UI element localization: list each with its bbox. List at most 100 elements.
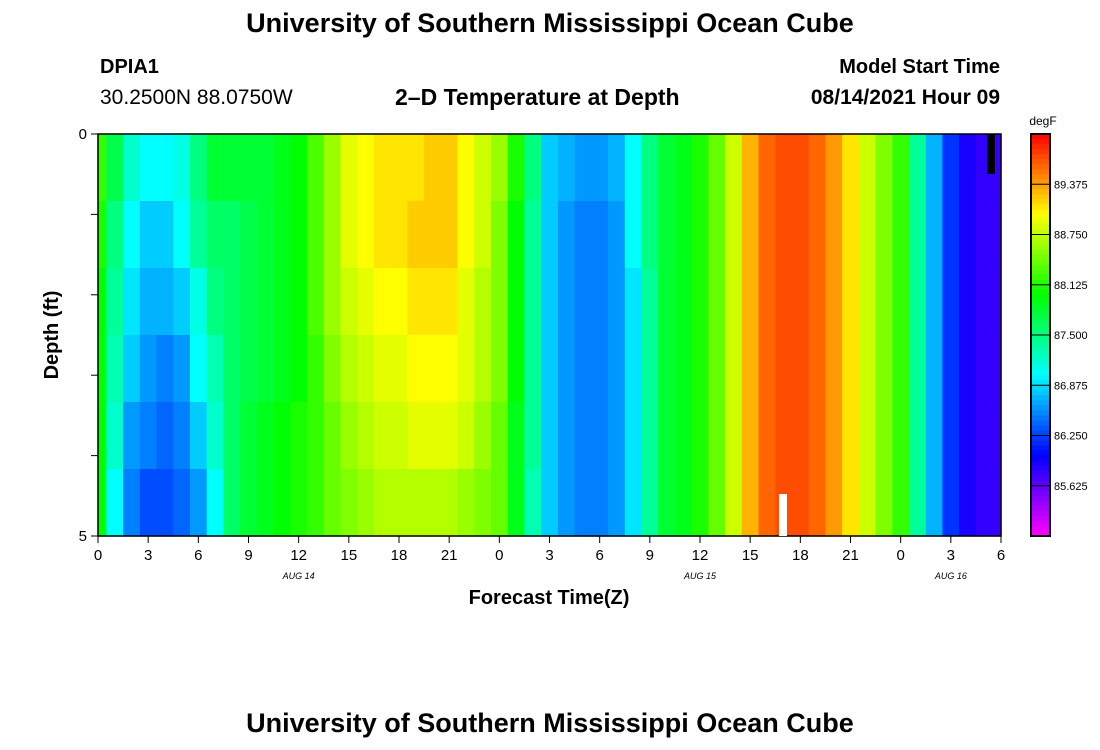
heat-cell	[524, 402, 542, 470]
heat-cell	[139, 201, 158, 269]
colorbar-segment	[1031, 350, 1050, 356]
heat-cell	[608, 201, 626, 269]
heat-cell	[875, 335, 893, 403]
heat-cell	[892, 335, 910, 403]
colorbar-segment	[1031, 385, 1050, 391]
heat-cell	[123, 469, 141, 537]
heat-cell	[340, 402, 358, 470]
x-axis: 0 3 6 9 12 15 18 21 0 3 6 9 12 15 18 21 0 3 6	[94, 536, 1005, 564]
x-tick-label: 9	[244, 547, 252, 564]
heat-cell	[490, 402, 509, 470]
page-title: University of Southern Mississippi Ocean…	[246, 8, 854, 38]
heat-cell	[240, 469, 258, 537]
heat-cell	[357, 201, 375, 269]
heat-cell	[608, 469, 626, 537]
heat-cell	[240, 268, 258, 336]
heat-cell	[691, 201, 709, 269]
heat-cell	[725, 402, 743, 470]
heat-cell	[959, 469, 977, 537]
heat-cell	[909, 268, 927, 336]
colorbar-segment	[1031, 189, 1050, 195]
colorbar-segment	[1031, 169, 1050, 175]
heat-cell	[98, 268, 107, 336]
heat-cell	[574, 201, 592, 269]
model-start-value: 08/14/2021 Hour 09	[810, 86, 1000, 109]
heat-cell	[975, 469, 994, 537]
heat-cell	[223, 201, 241, 269]
heat-cell	[791, 201, 810, 269]
heat-cell	[725, 201, 743, 269]
heat-cell	[98, 134, 107, 202]
heat-cell	[541, 469, 559, 537]
colorbar-segment	[1031, 500, 1050, 507]
heat-cell	[256, 201, 275, 269]
heat-cell	[591, 469, 609, 537]
colorbar-segment	[1031, 204, 1050, 210]
heat-cell	[98, 469, 107, 537]
heat-cell	[825, 402, 843, 470]
heat-cell	[524, 335, 542, 403]
colorbar-segment	[1031, 244, 1050, 251]
colorbar-segment	[1031, 144, 1050, 150]
heat-cell	[975, 201, 994, 269]
heat-cell	[123, 402, 141, 470]
heat-cell	[691, 268, 709, 336]
heat-cell	[223, 134, 241, 202]
heat-cell	[156, 134, 174, 202]
heat-cell	[574, 268, 592, 336]
heat-cell	[925, 201, 944, 269]
heat-cell	[223, 335, 241, 403]
heat-cell	[490, 469, 509, 537]
heat-cell	[307, 201, 325, 269]
colorbar-segment	[1031, 199, 1050, 205]
heat-cell	[440, 335, 459, 403]
heat-cell	[173, 335, 191, 403]
colorbar-segment	[1031, 480, 1050, 487]
colorbar-segment	[1031, 370, 1050, 376]
heat-cell	[708, 469, 726, 537]
heat-cell	[992, 469, 1002, 537]
heat-cell	[942, 268, 960, 336]
colorbar-segment	[1031, 410, 1050, 417]
heat-cell	[407, 335, 425, 403]
colorbar-segment	[1031, 445, 1050, 452]
heat-cell	[975, 268, 994, 336]
heat-cell	[658, 134, 676, 202]
heat-cell	[858, 201, 877, 269]
heat-cell	[474, 335, 492, 403]
x-tick-label: 3	[545, 547, 553, 564]
heat-cell	[323, 469, 342, 537]
heat-cell	[758, 402, 776, 470]
heat-cell	[474, 402, 492, 470]
colorbar-tick-label: 86.250	[1054, 431, 1088, 443]
colorbar-segment	[1031, 319, 1050, 326]
heat-cell	[608, 268, 626, 336]
heat-cell	[290, 268, 308, 336]
colorbar-segment	[1031, 365, 1050, 371]
heat-cell	[758, 201, 776, 269]
heat-cell	[98, 402, 107, 470]
heat-cell	[173, 201, 191, 269]
colorbar-segment	[1031, 159, 1050, 165]
heat-cell	[139, 335, 158, 403]
x-tick-label: 15	[742, 547, 759, 564]
colorbar-segment	[1031, 154, 1050, 160]
heat-cell	[641, 268, 659, 336]
heat-cell	[992, 335, 1002, 403]
heat-cell	[708, 134, 726, 202]
station-coordinates: 30.2500N 88.0750W	[100, 86, 293, 109]
colorbar-segment	[1031, 259, 1050, 266]
colorbar-segment	[1031, 134, 1050, 140]
heat-cell	[357, 469, 375, 537]
heat-cell	[858, 469, 877, 537]
colorbar-segment	[1031, 340, 1050, 346]
heat-cell	[357, 402, 375, 470]
heat-cell	[206, 469, 225, 537]
heat-cell	[139, 268, 158, 336]
heat-cell	[541, 402, 559, 470]
heat-cell	[290, 134, 308, 202]
heat-cell	[574, 469, 592, 537]
colorbar-segment	[1031, 304, 1050, 311]
heat-cell	[256, 134, 275, 202]
heatmap-cells	[98, 134, 1002, 537]
